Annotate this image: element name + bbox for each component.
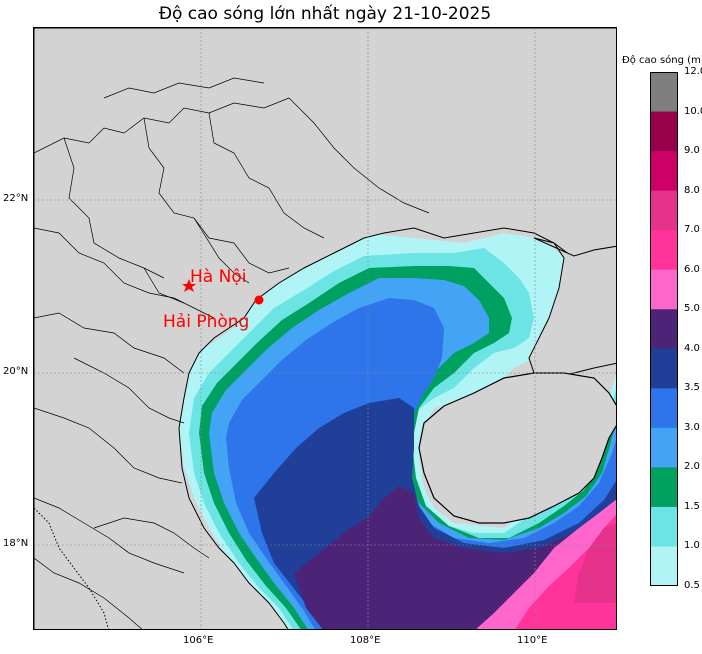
ha-noi-star-marker — [182, 279, 196, 292]
lon-label-108: 108°E — [350, 635, 381, 646]
colorbar-tick-label: 9.0 — [684, 145, 700, 157]
colorbar-swatches — [650, 72, 678, 586]
land — [34, 28, 616, 629]
city-markers: Hà Nội Hải Phòng — [163, 267, 264, 332]
colorbar-swatch — [650, 388, 678, 429]
colorbar-swatch — [650, 111, 678, 152]
colorbar-tick-label: 1.5 — [684, 500, 700, 512]
colorbar-swatch — [650, 309, 678, 350]
mainland — [34, 28, 616, 629]
laos-border — [34, 507, 109, 629]
wave-field — [179, 233, 616, 629]
colorbar-swatch — [650, 467, 678, 508]
colorbar-tick-label: 12.0 — [684, 66, 702, 77]
wave-height-map: Hà Nội Hải Phòng — [33, 27, 617, 630]
lon-label-110: 110°E — [517, 635, 548, 646]
colorbar-tick-label: 3.5 — [684, 382, 700, 394]
lat-label-18: 18°N — [3, 538, 29, 549]
colorbar-tick-label: 5.0 — [684, 303, 700, 315]
colorbar-tick-label: 8.0 — [684, 184, 700, 196]
colorbar-swatch — [650, 546, 678, 586]
hai-phong-circle-marker — [254, 295, 264, 305]
colorbar-swatch — [650, 427, 678, 468]
colorbar — [650, 72, 678, 586]
colorbar-tick-label: 6.0 — [684, 263, 700, 275]
colorbar-tick-label: 7.0 — [684, 224, 700, 236]
colorbar-swatch — [650, 348, 678, 389]
colorbar-tick-label: 10.0 — [684, 105, 702, 117]
gridlines — [34, 28, 616, 629]
colorbar-outline — [650, 72, 678, 586]
colorbar-swatch — [650, 230, 678, 271]
colorbar-swatch — [650, 269, 678, 310]
colorbar-swatch — [650, 72, 678, 113]
colorbar-title: Độ cao sóng (m) — [622, 55, 702, 66]
colorbar-swatch — [650, 506, 678, 547]
lat-label-20: 20°N — [3, 366, 29, 377]
ha-noi-label: Hà Nội — [190, 267, 246, 287]
hainan-island — [418, 372, 616, 524]
province-borders — [34, 77, 430, 629]
colorbar-tick-label: 0.5 — [684, 580, 700, 591]
colorbar-tick-label: 1.0 — [684, 540, 700, 552]
colorbar-tick-label: 2.0 — [684, 461, 700, 473]
colorbar-swatch — [650, 190, 678, 231]
colorbar-tick-label: 3.0 — [684, 421, 700, 433]
colorbar-tick-label: 4.0 — [684, 342, 700, 354]
map-canvas: Hà Nội Hải Phòng — [34, 28, 616, 629]
lat-label-22: 22°N — [3, 193, 29, 204]
lon-label-106: 106°E — [183, 635, 214, 646]
colorbar-swatch — [650, 151, 678, 192]
band-7-0 — [574, 523, 616, 603]
map-title: Độ cao sóng lớn nhất ngày 21-10-2025 — [158, 4, 492, 24]
hai-phong-label: Hải Phòng — [163, 312, 249, 332]
